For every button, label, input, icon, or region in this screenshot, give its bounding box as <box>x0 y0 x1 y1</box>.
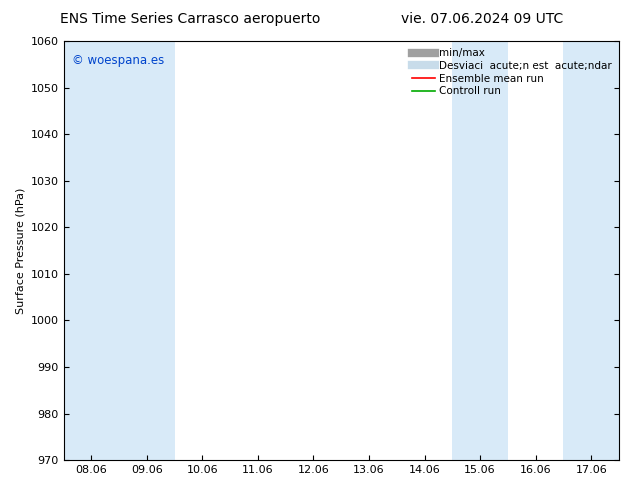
Text: ENS Time Series Carrasco aeropuerto: ENS Time Series Carrasco aeropuerto <box>60 12 320 26</box>
Y-axis label: Surface Pressure (hPa): Surface Pressure (hPa) <box>15 187 25 314</box>
Text: vie. 07.06.2024 09 UTC: vie. 07.06.2024 09 UTC <box>401 12 563 26</box>
Bar <box>564 41 619 460</box>
Legend: min/max, Desviaci  acute;n est  acute;ndar, Ensemble mean run, Controll run: min/max, Desviaci acute;n est acute;ndar… <box>408 44 616 100</box>
Bar <box>453 41 508 460</box>
Bar <box>63 41 174 460</box>
Text: © woespana.es: © woespana.es <box>72 53 164 67</box>
